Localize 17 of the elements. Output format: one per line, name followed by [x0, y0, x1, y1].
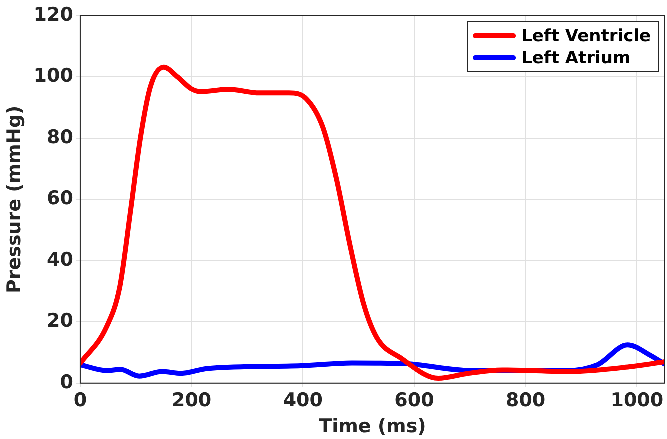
y-tick-label: 40 [47, 248, 74, 271]
y-tick-label: 20 [47, 310, 74, 332]
y-tick-label: 100 [34, 65, 74, 88]
legend-label: Left Atrium [522, 48, 631, 68]
y-tick-label: 60 [47, 188, 74, 210]
x-tick-label: 400 [283, 390, 323, 412]
x-tick-label: 200 [172, 390, 212, 412]
y-tick-label: 0 [60, 371, 74, 394]
x-tick-label: 600 [394, 390, 434, 412]
y-axis-title: Pressure (mmHg) [3, 106, 26, 294]
x-tick-label: 800 [506, 390, 546, 412]
x-tick-label: 0 [74, 390, 88, 412]
x-tick-label: 1000 [610, 390, 664, 412]
y-tick-label: 80 [47, 126, 74, 148]
x-axis-title: Time (ms) [319, 416, 426, 438]
legend-label: Left Ventricle [522, 26, 652, 46]
y-tick-label: 120 [34, 4, 74, 26]
